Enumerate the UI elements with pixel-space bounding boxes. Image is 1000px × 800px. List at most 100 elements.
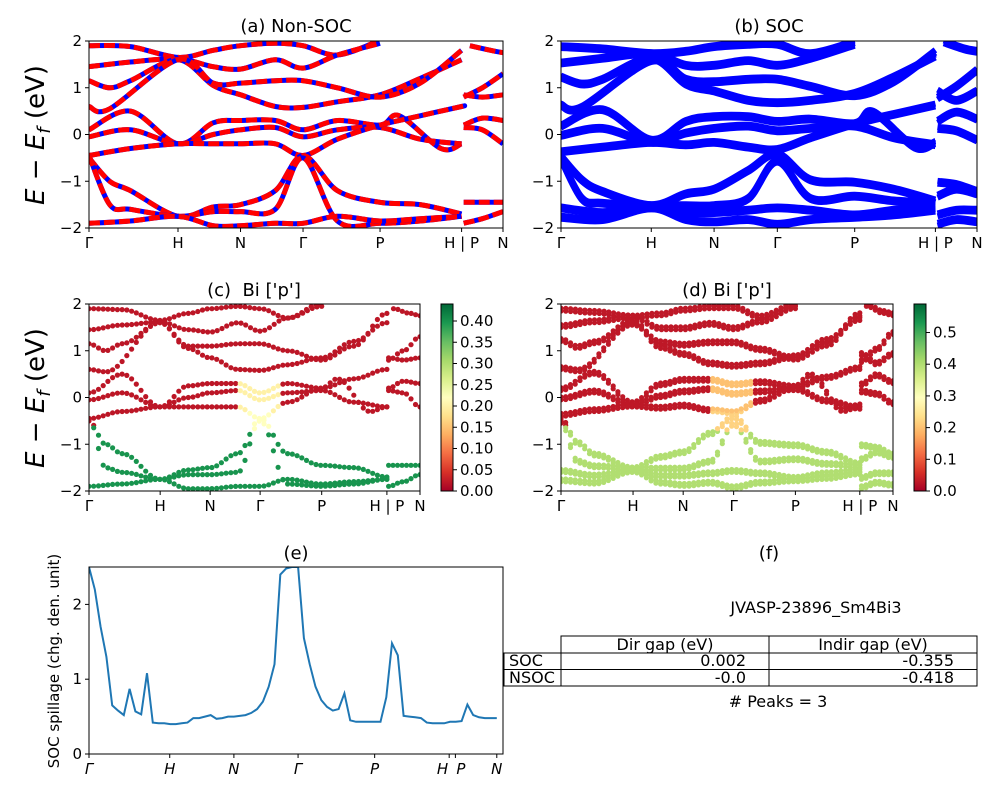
projection-point [181,468,187,474]
projection-point [624,320,631,326]
projection-point [885,452,892,458]
projection-point [695,355,702,361]
projection-point [110,345,116,351]
projection-point [228,470,234,476]
projection-point [563,410,569,416]
projection-point [408,342,414,348]
table-row: NSOC -0.0 -0.418 [509,668,954,687]
projection-point [237,404,243,410]
projection-point [847,461,853,467]
projection-point [572,455,578,461]
projection-point [805,443,811,449]
projection-point [658,403,664,409]
projection-point [667,345,673,351]
projection-point [745,320,751,326]
projection-point [370,408,376,414]
projection-point [577,366,583,372]
projection-point [105,324,111,330]
projection-point [582,371,588,377]
projection-point [204,343,210,349]
projection-point [322,481,328,487]
projection-point [114,363,120,369]
projection-point [209,464,215,471]
projection-point [138,387,144,393]
projection-point [586,406,593,412]
projection-point [838,369,844,375]
x-tick-label: H | P [918,234,953,252]
projection-point [351,465,357,471]
y-tick-label: 2 [72,295,82,313]
projection-point [190,327,197,333]
projection-point [605,475,612,481]
projection-point [247,341,253,347]
projection-point [129,480,135,486]
projection-point [270,344,276,350]
projection-point [261,389,267,395]
projection-point [809,391,816,397]
projection-point [351,343,357,349]
projection-point [563,394,569,400]
projection-point [838,452,844,458]
projection-point [752,359,759,365]
projection-point [672,377,678,383]
projection-point [266,325,273,331]
projection-point [412,336,419,342]
projection-point [648,385,654,391]
x-tick-label: P [376,234,385,252]
projection-point [341,464,347,470]
projection-point [204,404,210,410]
projection-point [289,451,295,457]
band-line-red [463,209,503,226]
projection-point [294,389,300,395]
projection-point [601,373,607,379]
projection-point [809,457,816,464]
projection-point [238,320,244,326]
projection-point [204,354,210,360]
projection-point [814,474,820,480]
projection-point [95,368,102,374]
projection-point [577,390,583,396]
projection-point [662,403,668,409]
projection-point [251,414,258,420]
projection-point [100,325,106,331]
projection-point [318,462,324,468]
projection-point [176,325,182,331]
projection-point [209,343,215,349]
projection-point [223,456,229,462]
projection-point [658,380,664,386]
projection-point [129,392,135,398]
projection-point [289,348,295,354]
projection-point [228,321,235,327]
projection-point [620,394,626,400]
projection-point [327,384,333,390]
projection-point [757,345,763,351]
projection-point [266,308,272,314]
projection-point [582,407,588,413]
projection-point [605,470,612,476]
projection-point [738,361,744,367]
projection-point [294,397,300,403]
projection-point [266,432,272,438]
projection-point [346,399,352,405]
projection-point [327,481,333,487]
projection-point [691,386,697,392]
projection-point [199,472,206,478]
projection-point [199,381,206,387]
projection-point [605,377,612,383]
projection-point [648,403,654,409]
projection-point [881,446,887,452]
projection-point [143,405,149,411]
projection-point [701,304,708,309]
projection-point [876,469,883,475]
projection-point [662,452,668,458]
projection-point [251,341,258,347]
projection-point [714,376,721,382]
projection-point [601,462,607,468]
projection-point [176,337,182,343]
projection-point [867,480,874,486]
projection-point [700,432,706,438]
panel-e-frame [88,566,504,755]
projection-point [752,378,759,384]
projection-point [700,357,706,364]
